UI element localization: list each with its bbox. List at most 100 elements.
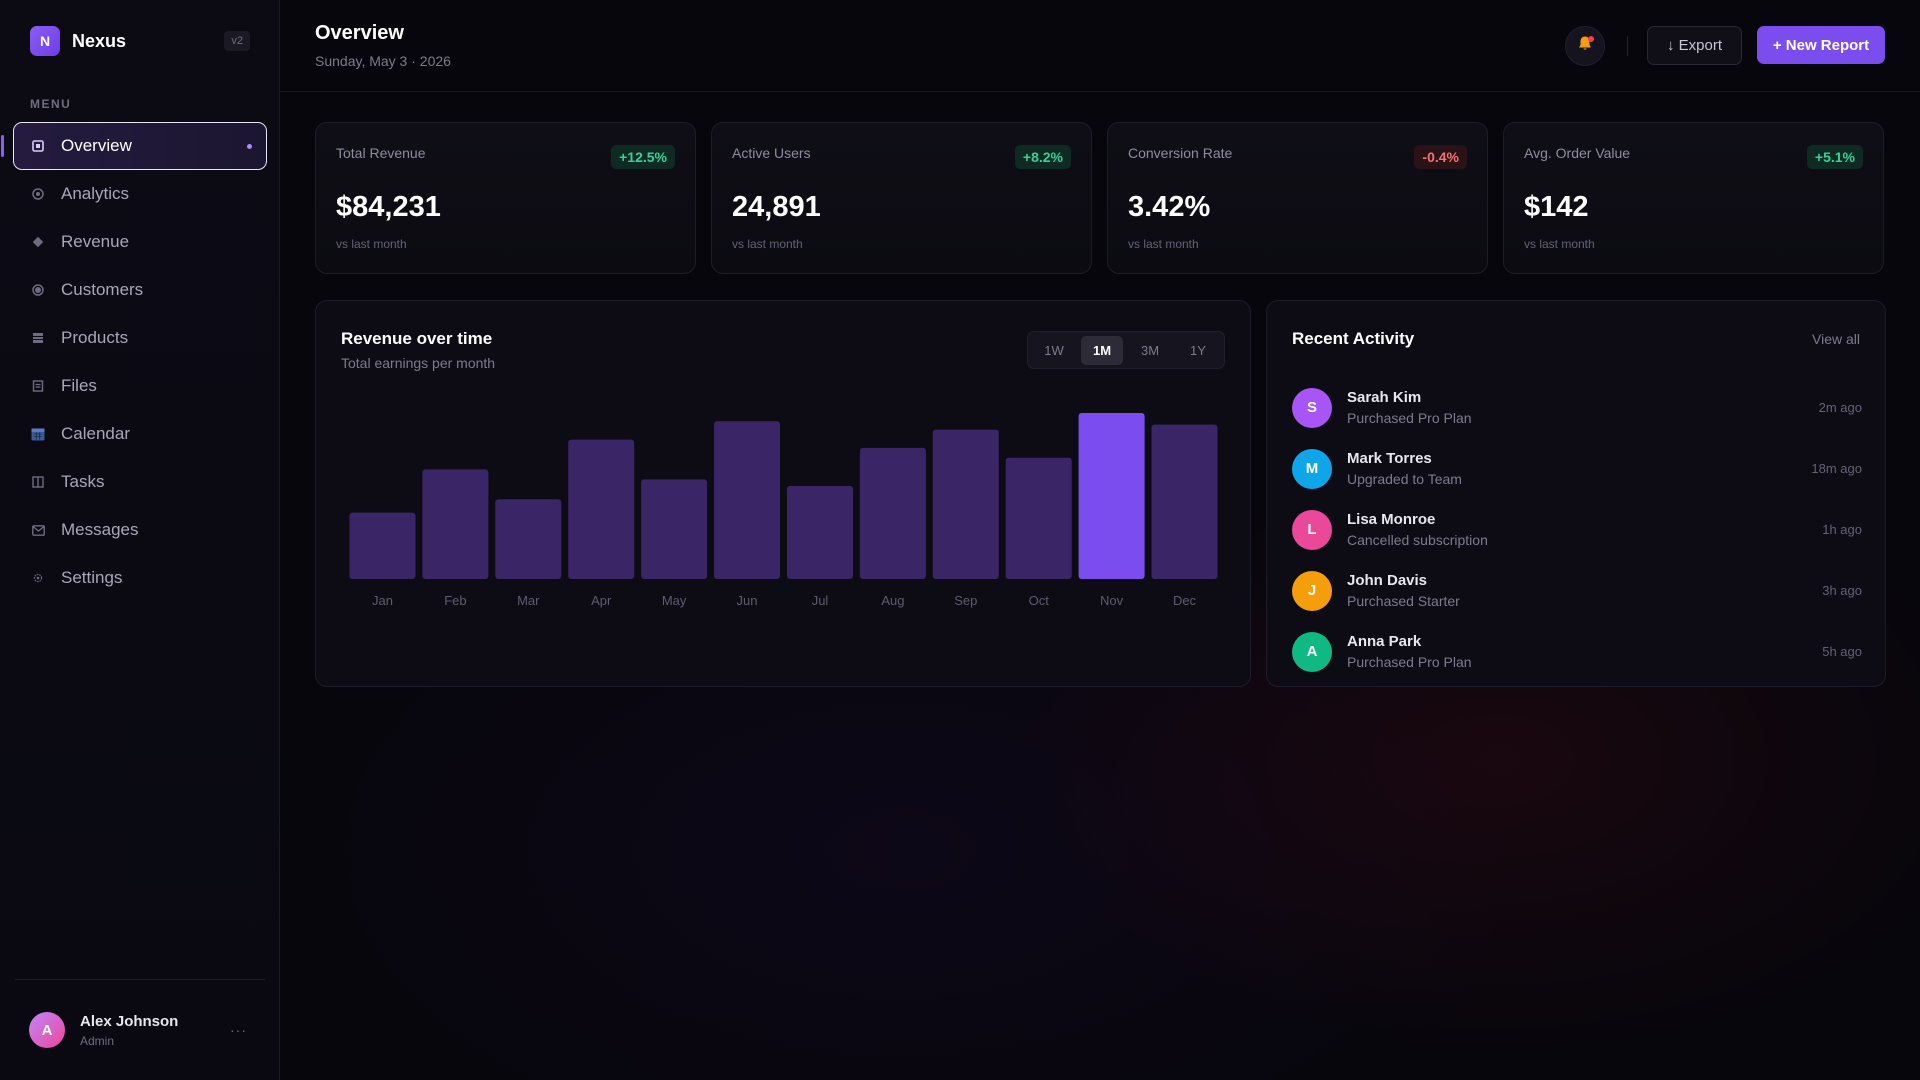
- sidebar-item-products[interactable]: Products: [13, 314, 267, 362]
- sidebar-item-overview[interactable]: Overview: [1, 122, 267, 170]
- columns-icon: [31, 475, 45, 489]
- stat-value: $142: [1524, 191, 1589, 223]
- activity-description: Purchased Pro Plan: [1347, 654, 1472, 670]
- avatar: L: [1292, 509, 1332, 550]
- avatar: J: [1292, 570, 1332, 611]
- sidebar-item-analytics[interactable]: Analytics: [13, 170, 267, 218]
- bar-feb[interactable]: [422, 469, 489, 579]
- export-button[interactable]: ↓ Export: [1647, 26, 1742, 65]
- stat-card-total-revenue[interactable]: Total Revenue +12.5% $84,231 vs last mon…: [315, 122, 696, 274]
- x-tick-label: Jan: [372, 593, 393, 608]
- x-tick-label: Sep: [954, 593, 977, 608]
- activity-time: 3h ago: [1822, 583, 1862, 598]
- stat-card-avg-order-value[interactable]: Avg. Order Value +5.1% $142 vs last mont…: [1503, 122, 1884, 274]
- activity-user-name: Mark Torres: [1347, 450, 1432, 467]
- activity-description: Purchased Pro Plan: [1347, 410, 1472, 426]
- bar-jun[interactable]: [714, 421, 780, 579]
- square-icon: [31, 139, 45, 153]
- activity-item[interactable]: J John Davis Purchased Starter 3h ago: [1292, 560, 1862, 621]
- page-date: Sunday, May 3 · 2026: [315, 53, 451, 69]
- stat-label: Active Users: [732, 145, 811, 161]
- bar-aug[interactable]: [859, 447, 926, 579]
- bar-sep[interactable]: [932, 429, 999, 579]
- sidebar-item-calendar[interactable]: Calendar: [13, 410, 267, 458]
- activity-item[interactable]: A Anna Park Purchased Pro Plan 5h ago: [1292, 621, 1862, 682]
- activity-time: 18m ago: [1811, 461, 1862, 476]
- active-indicator-dot: [247, 143, 252, 149]
- activity-time: 1h ago: [1822, 522, 1862, 537]
- user-info: Alex Johnson Admin: [80, 1013, 230, 1048]
- range-selector: 1W 1M 3M 1Y: [1027, 331, 1225, 369]
- brand[interactable]: N Nexus v2: [30, 26, 250, 56]
- more-options-icon[interactable]: ···: [230, 1022, 247, 1038]
- change-badge: +8.2%: [1014, 145, 1071, 169]
- activity-text: Anna Park Purchased Pro Plan: [1347, 633, 1822, 670]
- stat-value: 24,891: [732, 191, 821, 223]
- sidebar-item-label: Customers: [61, 280, 144, 299]
- activity-text: Lisa Monroe Cancelled subscription: [1347, 511, 1822, 548]
- grid-icon: [31, 331, 45, 345]
- top-bar: Overview Sunday, May 3 · 2026 ↓ Export +…: [280, 0, 1920, 92]
- sidebar-item-label: Products: [61, 328, 129, 347]
- sidebar-item-settings[interactable]: Settings: [13, 554, 267, 602]
- notification-button[interactable]: [1565, 26, 1605, 66]
- range-tab-1w[interactable]: 1W: [1044, 342, 1064, 358]
- sidebar-item-label: Analytics: [61, 184, 130, 203]
- avatar: A: [1292, 631, 1332, 672]
- bar-jul[interactable]: [787, 486, 853, 579]
- stat-card-active-users[interactable]: Active Users +8.2% 24,891 vs last month: [711, 122, 1092, 274]
- brand-logo: N: [30, 26, 60, 56]
- change-badge: +5.1%: [1806, 145, 1863, 169]
- bar-jan[interactable]: [349, 512, 416, 579]
- sidebar-item-files[interactable]: Files: [13, 362, 267, 410]
- stat-comparison: vs last month: [732, 237, 803, 251]
- sidebar-item-tasks[interactable]: Tasks: [13, 458, 267, 506]
- sidebar-item-revenue[interactable]: Revenue: [13, 218, 267, 266]
- range-tab-1m[interactable]: 1M: [1081, 335, 1123, 365]
- user-role: Admin: [80, 1033, 115, 1048]
- activity-item[interactable]: L Lisa Monroe Cancelled subscription 1h …: [1292, 499, 1862, 560]
- user-profile[interactable]: A Alex Johnson Admin ···: [15, 979, 265, 1080]
- bar-mar[interactable]: [495, 499, 562, 579]
- activity-user-name: John Davis: [1347, 572, 1428, 589]
- bar-may[interactable]: [641, 479, 708, 579]
- version-badge: v2: [224, 31, 250, 51]
- bar-oct[interactable]: [1005, 457, 1072, 579]
- activity-title: Recent Activity: [1292, 329, 1415, 348]
- brand-name: Nexus: [72, 30, 127, 51]
- activity-time: 2m ago: [1818, 400, 1862, 415]
- activity-user-name: Anna Park: [1347, 633, 1422, 650]
- x-tick-label: Apr: [591, 593, 612, 608]
- stats-row: Total Revenue +12.5% $84,231 vs last mon…: [315, 122, 1884, 274]
- activity-item[interactable]: M Mark Torres Upgraded to Team 18m ago: [1292, 438, 1862, 499]
- bar-dec[interactable]: [1151, 424, 1218, 579]
- sidebar-item-customers[interactable]: Customers: [13, 266, 267, 314]
- stat-value: 3.42%: [1128, 191, 1211, 223]
- bar-apr[interactable]: [568, 439, 635, 579]
- mail-icon: [31, 523, 45, 537]
- range-tab-3m[interactable]: 3M: [1140, 342, 1160, 358]
- activity-text: Sarah Kim Purchased Pro Plan: [1347, 389, 1819, 426]
- activity-list: S Sarah Kim Purchased Pro Plan 2m ago M …: [1292, 377, 1862, 682]
- page-title: Overview: [315, 22, 404, 44]
- activity-text: John Davis Purchased Starter: [1347, 572, 1822, 609]
- view-all-link[interactable]: View all: [1812, 331, 1860, 347]
- stat-value: $84,231: [336, 191, 441, 223]
- range-tab-1y[interactable]: 1Y: [1190, 342, 1206, 358]
- activity-description: Cancelled subscription: [1347, 532, 1488, 548]
- avatar: S: [1292, 387, 1332, 428]
- recent-activity-panel: Recent Activity View all S Sarah Kim Pur…: [1266, 300, 1886, 687]
- x-tick-label: Mar: [517, 593, 540, 608]
- sidebar-item-messages[interactable]: Messages: [13, 506, 267, 554]
- main-content: Overview Sunday, May 3 · 2026 ↓ Export +…: [280, 0, 1920, 1080]
- new-report-button[interactable]: + New Report: [1757, 26, 1885, 64]
- user-name: Alex Johnson: [80, 1012, 179, 1030]
- sidebar-item-label: Settings: [61, 568, 123, 587]
- activity-description: Upgraded to Team: [1347, 471, 1462, 487]
- stat-label: Total Revenue: [336, 145, 426, 161]
- stat-label: Conversion Rate: [1128, 145, 1233, 161]
- stat-card-conversion-rate[interactable]: Conversion Rate -0.4% 3.42% vs last mont…: [1107, 122, 1488, 274]
- activity-item[interactable]: S Sarah Kim Purchased Pro Plan 2m ago: [1292, 377, 1862, 438]
- activity-description: Purchased Starter: [1347, 593, 1460, 609]
- bar-nov[interactable]: [1078, 413, 1145, 579]
